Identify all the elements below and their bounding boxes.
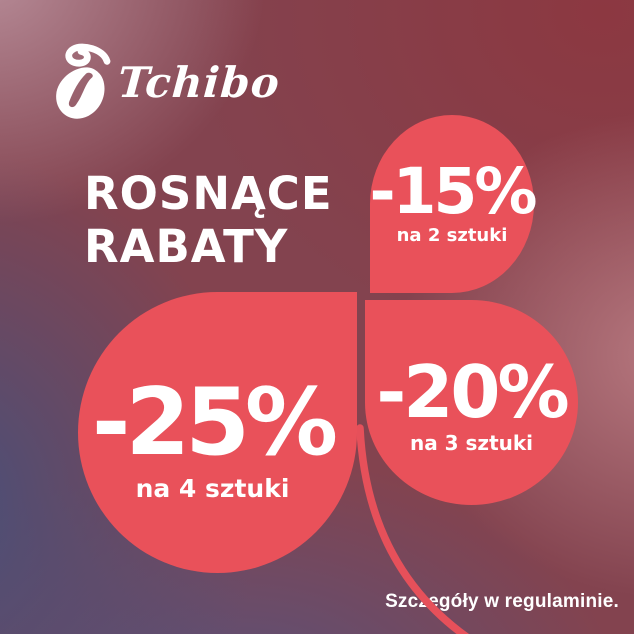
- offer-bubble-15: -15% na 2 sztuki: [369, 115, 538, 293]
- discount-value: -15%: [369, 154, 538, 228]
- headline-line2: RABATY: [84, 220, 289, 273]
- offer-bubble-20: -20% na 3 sztuki: [365, 300, 578, 505]
- discount-value: -20%: [376, 350, 569, 435]
- headline-line1: ROSNĄCE: [84, 167, 333, 220]
- disclaimer-text: Szczegóły w regulaminie.: [385, 591, 619, 612]
- discount-condition: na 3 sztuki: [409, 430, 534, 455]
- discount-value: -25%: [91, 368, 338, 477]
- coffee-bean-icon: [56, 43, 111, 119]
- discount-condition: na 2 sztuki: [396, 225, 508, 247]
- brand-logo: Tchibo: [50, 42, 282, 124]
- headline: ROSNĄCE RABATY: [84, 167, 333, 273]
- discount-condition: na 4 sztuki: [135, 473, 290, 503]
- offer-bubble-25: -25% na 4 sztuki: [78, 292, 357, 573]
